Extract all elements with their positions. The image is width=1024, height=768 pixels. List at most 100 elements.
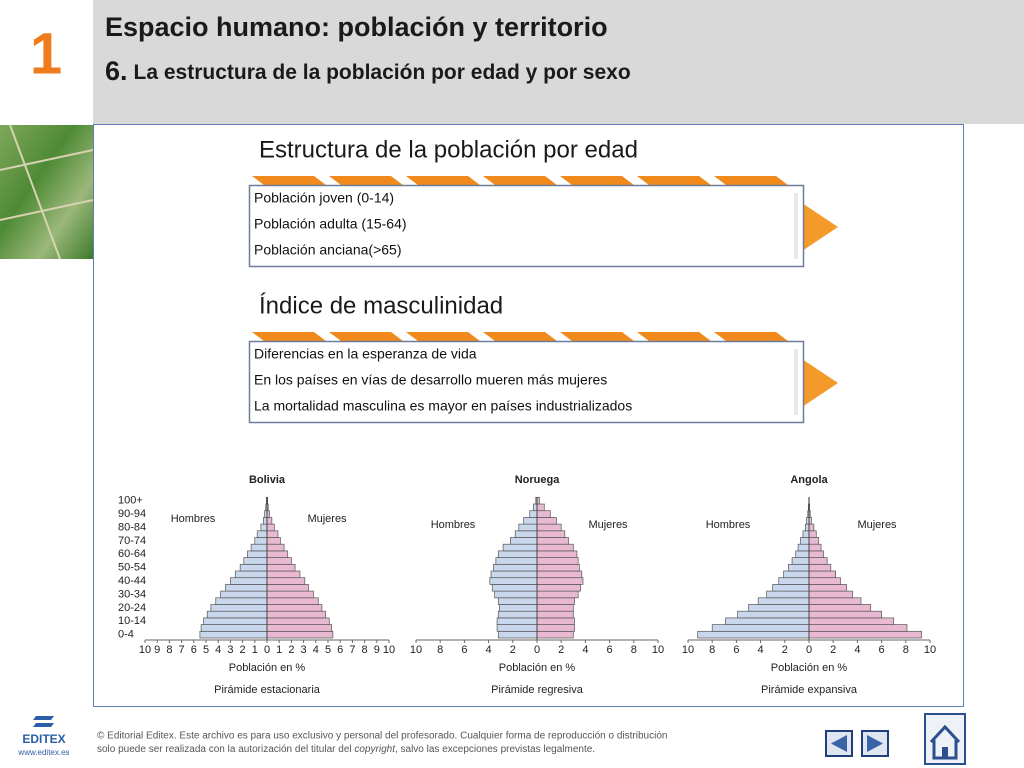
age-label: 0-4 [118, 629, 134, 641]
subtitle-number: 6. [105, 56, 128, 86]
section-heading: Índice de masculinidad [259, 292, 503, 319]
pyramid-bar [497, 610, 538, 619]
pyramid-bar [808, 523, 815, 532]
x-tick-label: 10 [383, 644, 395, 656]
pyramid-bar [497, 550, 538, 558]
x-tick-label: 4 [313, 644, 319, 656]
pyramid-title: Bolivia [249, 474, 286, 486]
pyramid-bar [808, 537, 820, 545]
x-tick-label: 3 [301, 644, 307, 656]
pyramid-bar [808, 550, 824, 558]
pyramid-bar [757, 597, 810, 605]
list-box [248, 184, 805, 268]
pyramid-bar [260, 523, 268, 532]
slide-subtitle: 6. La estructura de la población por edad… [105, 56, 631, 86]
x-tick-label: 6 [879, 644, 885, 656]
copyright-part: solo puede ser realizada con la autoriza… [97, 744, 354, 755]
x-tick-label: 7 [179, 644, 185, 656]
pyramid-bar [697, 630, 810, 639]
pyramid-bar [266, 617, 330, 625]
slide-title: Espacio humano: población y territorio [105, 12, 608, 42]
pyramid-bar [496, 617, 538, 625]
pyramid-bar [266, 517, 273, 525]
x-tick-label: 4 [486, 644, 492, 656]
pyramid-bar [800, 537, 810, 545]
pyramid-bar [766, 590, 810, 599]
pyramid-bar [262, 517, 268, 525]
pyramid-bar [808, 563, 832, 572]
age-label: 90-94 [118, 508, 146, 520]
header-band [93, 0, 1024, 124]
copyright-part: copyright [354, 744, 396, 755]
legend-label: Mujeres [857, 519, 897, 531]
pyramid-bar [496, 624, 538, 632]
x-tick-label: 10 [924, 644, 936, 656]
x-tick-label: 9 [154, 644, 160, 656]
pyramid-bar [510, 537, 538, 545]
x-tick-label: 9 [374, 644, 380, 656]
pyramid-caption: Pirámide regresiva [491, 684, 584, 696]
age-label: 40-44 [118, 575, 146, 587]
pyramid-bar [536, 577, 584, 585]
pyramid-bar [502, 543, 538, 552]
pyramid-bar [220, 590, 268, 599]
pyramid-bar [536, 597, 575, 605]
legend-label: Mujeres [588, 519, 628, 531]
legend-label: Hombres [431, 519, 476, 531]
prev-button[interactable] [825, 730, 853, 757]
x-tick-label: 1 [276, 644, 282, 656]
x-tick-label: 1 [252, 644, 258, 656]
x-tick-label: 6 [607, 644, 613, 656]
x-tick-label: 2 [288, 644, 294, 656]
x-tick-label: 8 [709, 644, 715, 656]
pyramid-bar [266, 610, 326, 619]
next-button[interactable] [861, 730, 889, 757]
pyramid-bar [808, 624, 908, 632]
pyramid-bar [536, 617, 575, 625]
pyramid-bar [808, 584, 847, 592]
section-heading: Estructura de la población por edad [259, 136, 638, 163]
pyramid-caption: Pirámide expansiva [761, 684, 858, 696]
pyramid-bar [536, 530, 566, 538]
pyramid-bar [536, 543, 574, 552]
pyramid-bar [788, 563, 810, 572]
home-button[interactable] [924, 713, 966, 765]
logo-url: www.editex.es [17, 748, 69, 757]
pyramid-bar [266, 590, 314, 599]
content-frame [93, 124, 964, 707]
pyramid-bar [495, 557, 538, 565]
pyramid-bar [234, 570, 268, 579]
pyramid-bar [536, 630, 574, 639]
sections: Estructura de la población por edad Pobla… [248, 136, 838, 424]
pyramid-bar [748, 604, 810, 612]
x-tick-label: 10 [139, 644, 151, 656]
pyramid-bar [206, 610, 268, 619]
pyramid-bar [243, 557, 268, 565]
age-label: 70-74 [118, 535, 146, 547]
photo-roads [0, 124, 94, 260]
pyramid-bar [499, 604, 538, 612]
copyright-part: , salvo las excepciones previstas legalm… [395, 744, 595, 755]
pyramid-bar [808, 630, 922, 639]
x-axis-label: Población en % [771, 662, 848, 674]
pyramid-bar [254, 537, 268, 545]
pyramid-bar [523, 517, 538, 525]
pyramid-bar [808, 530, 817, 538]
x-tick-label: 7 [349, 644, 355, 656]
pyramid-bar [266, 597, 319, 605]
pyramid-bar [266, 550, 289, 558]
list-item: La mortalidad masculina es mayor en país… [254, 398, 632, 414]
pyramid-bar [230, 577, 268, 585]
pyramid-bar [808, 597, 862, 605]
pyramid-bar [808, 557, 828, 565]
pyramid-bar [536, 550, 578, 558]
pyramid-bar [266, 630, 334, 639]
x-tick-label: 2 [558, 644, 564, 656]
pyramid-bar [489, 577, 538, 585]
x-tick-label: 8 [166, 644, 172, 656]
x-tick-label: 5 [325, 644, 331, 656]
x-axis-label: Población en % [229, 662, 306, 674]
x-tick-label: 8 [903, 644, 909, 656]
x-tick-label: 0 [806, 644, 812, 656]
